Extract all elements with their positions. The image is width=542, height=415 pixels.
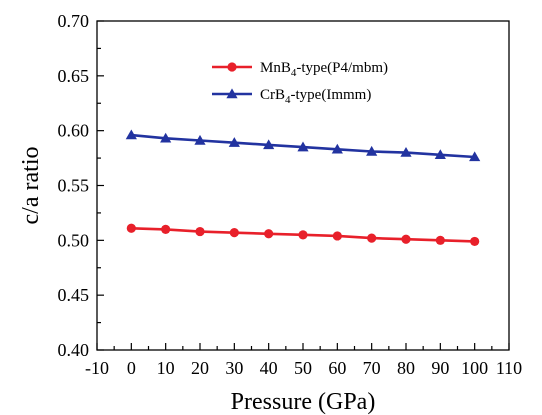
data-point [435,235,445,245]
legend-label: MnB4-type(P4/mbm) [260,60,388,79]
x-tick-label: 100 [461,358,488,378]
x-tick-label: 70 [363,358,381,378]
series-1 [126,223,480,247]
data-point [332,231,342,241]
y-tick-label: 0.45 [58,285,90,305]
x-tick-label: 60 [328,358,346,378]
data-point [470,236,480,247]
y-axis-label: c/a ratio [18,147,44,225]
y-tick-label: 0.50 [58,230,90,250]
data-point [298,230,308,240]
data-point [161,224,171,234]
data-point [194,134,206,145]
data-point [195,226,205,237]
data-point [263,139,275,150]
x-tick-label: 40 [260,358,278,378]
data-point [297,141,309,152]
y-tick-label: 0.55 [58,176,90,196]
legend-label: CrB4-type(Immm) [260,87,371,106]
y-tick-label: 0.60 [58,121,90,141]
x-tick-label: 110 [496,358,522,378]
data-point [469,151,481,162]
data-point [125,129,137,140]
x-tick-label: 30 [225,358,243,378]
x-tick-label: -10 [85,358,109,378]
data-point [331,143,343,154]
data-point [367,233,377,243]
x-axis: -10 0 10 20 30 40 50 60 70 80 90 100 110 [85,343,522,378]
legend: MnB4-type(P4/mbm) CrB4-type(Immm) [212,60,388,106]
x-tick-label: 20 [191,358,209,378]
series-2 [125,129,481,162]
x-axis-label: Pressure (GPa) [231,389,376,415]
data-point [228,137,240,147]
y-tick-label: 0.70 [58,11,90,31]
x-tick-label: 0 [127,358,136,378]
data-point [160,132,172,143]
y-tick-label: 0.65 [58,66,90,86]
legend-marker [226,88,238,99]
data-point [126,223,136,233]
series-group [125,129,481,247]
data-point [229,228,239,238]
data-point [401,234,411,244]
legend-entry-1: MnB4-type(P4/mbm) [212,60,388,79]
y-tick-label: 0.40 [58,340,90,360]
legend-marker [227,62,237,72]
data-point [434,149,446,159]
legend-entry-2: CrB4-type(Immm) [212,87,371,106]
x-tick-label: 80 [397,358,415,378]
data-point [400,147,412,157]
data-point [366,145,378,156]
x-tick-label: 90 [431,358,449,378]
y-axis: 0.40 0.45 0.50 0.55 0.60 0.65 0.70 [58,11,104,360]
x-tick-label: 50 [294,358,312,378]
x-tick-label: 10 [157,358,175,378]
data-point [264,229,274,239]
